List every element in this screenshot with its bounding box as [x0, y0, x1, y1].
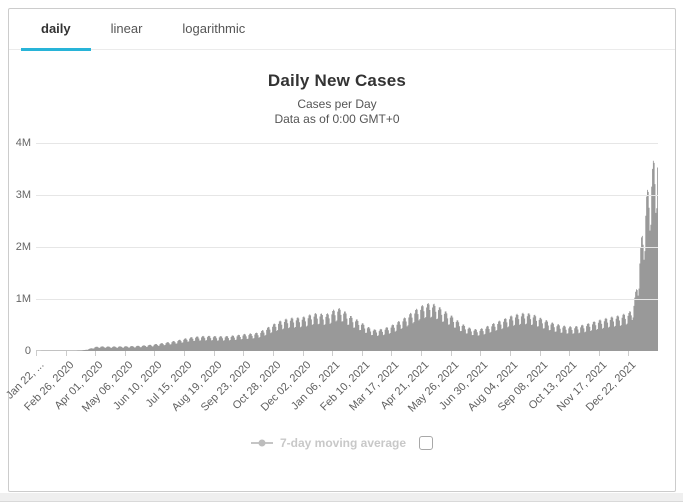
x-tick	[332, 351, 334, 356]
chart-title: Daily New Cases	[267, 71, 407, 90]
x-tick	[361, 351, 363, 356]
x-tick	[124, 351, 126, 356]
chart-header: Daily New Cases Cases per Day Data as of…	[9, 71, 665, 127]
chart-card: daily linear logarithmic Daily New Cases…	[4, 8, 676, 492]
plot-area: 0 1M 2M 3M 4M Jan 22, ... Feb 26, 2020 Apr 01, …	[4, 138, 658, 415]
x-tick	[272, 351, 274, 356]
x-tick	[539, 351, 541, 356]
x-tick	[628, 351, 630, 356]
x-tick	[509, 351, 511, 356]
x-tick	[480, 351, 482, 356]
y-gridline	[36, 194, 658, 196]
legend: 7-day moving average	[9, 433, 675, 453]
y-axis-label: 0	[24, 345, 31, 357]
y-gridline	[36, 142, 658, 144]
x-tick	[36, 351, 37, 356]
x-tick	[391, 351, 393, 356]
y-gridline	[36, 298, 658, 300]
x-tick	[184, 351, 186, 356]
y-axis-label: 2M	[15, 241, 31, 253]
y-axis-label: 3M	[15, 189, 31, 201]
tab-logarithmic[interactable]: logarithmic	[162, 9, 265, 51]
chart-subtitle: Cases per Day	[297, 97, 377, 111]
x-tick	[302, 351, 304, 356]
x-tick	[450, 351, 452, 356]
tab-linear[interactable]: linear	[91, 9, 163, 51]
x-tick	[65, 351, 67, 356]
legend-label: 7-day moving average	[279, 436, 407, 450]
x-tick	[569, 351, 571, 356]
y-gridline	[36, 246, 658, 248]
x-tick	[421, 351, 423, 356]
x-tick	[243, 351, 245, 356]
x-tick	[154, 351, 156, 356]
series-visibility-checkbox[interactable]	[419, 436, 434, 450]
moving-average-marker-icon	[250, 439, 273, 447]
daily-cases-bar-series	[36, 160, 658, 351]
x-tick	[598, 351, 600, 356]
bottom-strip	[0, 493, 683, 502]
chart-data-note: Data as of 0:00 GMT+0	[274, 112, 400, 126]
legend-item-7day-average[interactable]: 7-day moving average	[250, 436, 407, 450]
y-axis-label: 1M	[15, 293, 31, 305]
x-tick	[95, 351, 97, 356]
y-axis-label: 4M	[15, 137, 31, 149]
x-tick	[213, 351, 215, 356]
tab-daily[interactable]: daily	[21, 9, 91, 51]
graph-tabs: daily linear logarithmic	[9, 9, 675, 51]
